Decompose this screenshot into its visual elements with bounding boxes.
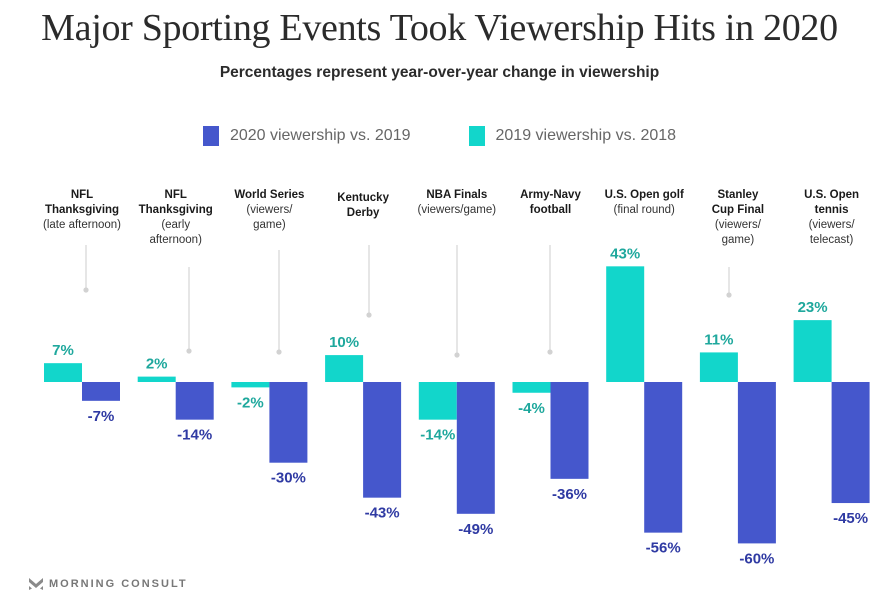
- footer-brand-text: MORNING CONSULT: [49, 578, 188, 590]
- category-label-detail: (viewers/: [809, 219, 856, 231]
- data-label: -43%: [365, 505, 400, 522]
- category-label: NBA Finals: [426, 189, 487, 201]
- chart-title: Major Sporting Events Took Viewership Hi…: [41, 7, 838, 49]
- data-label: -45%: [833, 510, 868, 527]
- leader-dot: [726, 292, 732, 298]
- data-label: -7%: [88, 408, 115, 425]
- legend: 2020 viewership vs. 2019 2019 viewership…: [0, 126, 879, 146]
- category-label: U.S. Open: [804, 189, 859, 201]
- data-label: 11%: [704, 331, 733, 348]
- legend-label-2019: 2019 viewership vs. 2018: [495, 127, 677, 144]
- bar-2020: [82, 382, 120, 401]
- bar-2020: [831, 382, 870, 504]
- leader-dot: [366, 312, 372, 318]
- category-label-detail: game): [722, 234, 755, 246]
- category-label-detail: (late afternoon): [43, 219, 121, 231]
- category-label: World Series: [234, 189, 304, 201]
- category-label: Kentucky: [337, 192, 389, 204]
- footer-brand: MORNING CONSULT: [29, 578, 188, 590]
- bar-2019: [44, 363, 82, 382]
- category-label-detail: telecast): [810, 234, 854, 246]
- leader-dot: [547, 349, 553, 355]
- legend-item-2020: 2020 viewership vs. 2019: [202, 126, 411, 146]
- bar-2019: [512, 382, 551, 393]
- bar-2020: [737, 382, 776, 544]
- data-label: 10%: [329, 334, 359, 351]
- bar-2019: [793, 320, 832, 382]
- leader-dot: [83, 287, 89, 293]
- data-label: -2%: [237, 394, 264, 411]
- category-label: Thanksgiving: [139, 204, 213, 216]
- category-label: Army-Navy: [520, 189, 581, 201]
- bar-2019: [699, 352, 738, 382]
- morning-consult-logo-icon: [29, 578, 43, 590]
- data-label: 7%: [52, 342, 74, 359]
- data-label: -30%: [271, 470, 306, 487]
- data-label: -56%: [646, 540, 681, 557]
- bar-2019: [606, 266, 645, 382]
- legend-swatch-2020: [202, 126, 219, 146]
- category-label: Derby: [347, 207, 380, 219]
- data-label: -36%: [552, 486, 587, 503]
- category-label: football: [530, 204, 572, 216]
- category-label: NFL: [71, 189, 93, 201]
- legend-swatch-2019: [468, 126, 485, 146]
- data-label: -14%: [420, 427, 455, 444]
- legend-label-2020: 2020 viewership vs. 2019: [229, 127, 411, 144]
- bar-2020: [175, 382, 214, 420]
- bar-2020: [269, 382, 308, 463]
- bar-2019: [231, 382, 270, 388]
- data-label: -4%: [518, 400, 545, 417]
- chart-subtitle: Percentages represent year-over-year cha…: [219, 64, 660, 81]
- category-label-detail: (viewers/: [715, 219, 762, 231]
- data-label: -60%: [739, 550, 774, 567]
- leader-dot: [454, 352, 460, 358]
- data-label: 23%: [798, 299, 828, 316]
- legend-item-2019: 2019 viewership vs. 2018: [468, 126, 677, 146]
- category-label-detail: (viewers/: [246, 204, 293, 216]
- bar-2019: [325, 355, 364, 382]
- data-label: -14%: [177, 427, 212, 444]
- category-label-detail: afternoon): [149, 234, 202, 246]
- bar-2020: [644, 382, 683, 533]
- bar-2020: [550, 382, 589, 479]
- category-label-detail: game): [253, 219, 286, 231]
- category-label: NFL: [165, 189, 187, 201]
- data-label: 2%: [146, 356, 168, 373]
- data-label: -49%: [458, 521, 493, 538]
- category-label: Stanley: [717, 189, 759, 201]
- data-label: 43%: [610, 245, 640, 262]
- category-label-detail: (early: [161, 219, 190, 231]
- bar-2019: [137, 376, 176, 382]
- category-label-detail: (final round): [614, 204, 676, 216]
- category-label: tennis: [815, 204, 849, 216]
- bar-2020: [363, 382, 402, 498]
- leader-dot: [186, 348, 192, 354]
- category-label: Thanksgiving: [45, 204, 119, 216]
- category-label: U.S. Open golf: [605, 189, 684, 201]
- category-label-detail: (viewers/game): [417, 204, 496, 216]
- bar-2019: [418, 382, 457, 420]
- category-label: Cup Final: [712, 204, 764, 216]
- leader-dot: [276, 349, 282, 355]
- bar-2020: [456, 382, 495, 514]
